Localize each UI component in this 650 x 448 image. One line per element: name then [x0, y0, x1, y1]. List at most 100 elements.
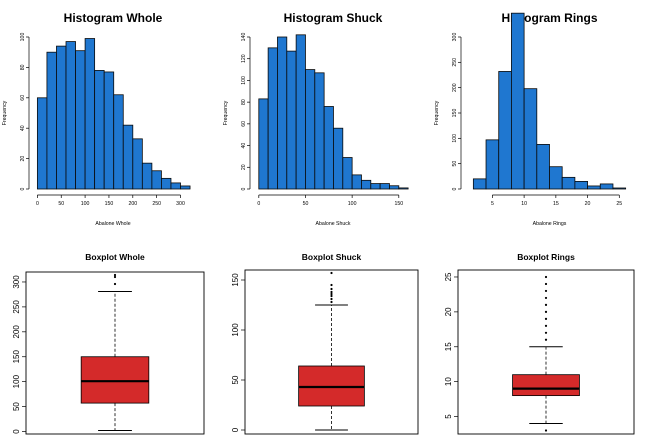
histogram-title: Histogram Shuck — [284, 11, 383, 25]
boxplot-title: Boxplot Whole — [85, 252, 145, 262]
histogram-bar — [599, 183, 614, 190]
y-tick-label: 40 — [241, 143, 247, 149]
x-tick-label: 100 — [81, 201, 90, 207]
histogram-bar — [170, 182, 181, 190]
histogram-bar — [56, 45, 67, 190]
y-tick-label: 60 — [20, 95, 26, 101]
histogram-bar — [536, 144, 550, 190]
histogram-bars — [472, 12, 627, 190]
y-tick-label: 0 — [12, 429, 21, 434]
x-tick-label: 0 — [257, 201, 260, 207]
box-iqr — [512, 374, 580, 397]
histogram-bar — [46, 51, 57, 190]
x-axis-label: Abalone Whole — [95, 221, 130, 227]
x-tick-label: 0 — [36, 201, 39, 207]
y-tick-label: 300 — [452, 33, 458, 42]
histogram-panel-3: Histogram Rings 0 50 100 150 200 250 300 5 10 15 20… — [434, 11, 627, 227]
histogram-bar — [75, 50, 86, 190]
histogram-bar — [523, 88, 538, 190]
histogram-bar — [561, 176, 576, 190]
y-tick-label: 200 — [452, 83, 458, 92]
histogram-bar — [511, 12, 525, 190]
histogram-bar — [485, 139, 500, 190]
outlier-point — [544, 310, 548, 313]
y-tick-label: 300 — [12, 275, 21, 289]
outlier-point — [330, 300, 333, 304]
y-tick-label: 100 — [241, 76, 247, 85]
histogram-bar — [141, 162, 153, 190]
histogram-bar — [351, 174, 362, 190]
histogram-bar — [361, 179, 372, 190]
outlier-point — [113, 275, 117, 279]
histogram-bar — [151, 170, 162, 190]
x-tick-label: 300 — [176, 201, 185, 207]
histogram-bar — [379, 183, 390, 190]
outlier-point — [330, 297, 333, 301]
outlier-point — [330, 292, 333, 296]
histogram-bar — [65, 41, 76, 190]
histogram-bar — [267, 47, 278, 190]
y-tick-label: 80 — [20, 64, 26, 70]
y-axis-label: Frequency — [434, 100, 440, 125]
histogram-bar — [161, 177, 172, 190]
outlier-point — [330, 294, 333, 298]
y-tick-label: 50 — [452, 161, 458, 167]
histogram-bar — [103, 71, 115, 190]
histogram-bar — [587, 185, 601, 190]
histogram-bar — [122, 124, 134, 190]
histogram-bar — [333, 127, 344, 190]
x-tick-label: 100 — [348, 201, 357, 207]
plot-frame — [25, 271, 205, 435]
y-axis-label: Frequency — [2, 100, 8, 125]
histogram-panel-2: Histogram Shuck 0 20 40 60 80 100 120 140 0 50 100 1… — [223, 11, 409, 227]
x-tick-label: 50 — [303, 201, 309, 207]
histogram-bar — [277, 36, 288, 190]
histogram-bar — [498, 71, 512, 190]
histogram-bar — [295, 34, 306, 190]
y-tick-label: 100 — [20, 33, 26, 42]
y-tick-label: 140 — [241, 33, 247, 42]
histogram-bar — [94, 70, 105, 190]
y-tick-label: 80 — [241, 99, 247, 105]
boxplot-title: Boxplot Shuck — [302, 252, 362, 262]
y-tick-label: 20 — [444, 307, 453, 316]
y-tick-label: 50 — [231, 375, 240, 384]
x-tick-label: 25 — [616, 201, 622, 207]
y-tick-label: 20 — [241, 164, 247, 170]
histogram-title: Histogram Whole — [64, 11, 163, 25]
x-tick-label: 200 — [128, 201, 137, 207]
y-tick-label: 250 — [12, 300, 21, 314]
y-tick-label: 100 — [231, 323, 240, 337]
y-tick-label: 5 — [444, 414, 453, 419]
histogram-panel-1: Histogram Whole 0 20 40 60 80 100 0 50 100 150 200 2… — [2, 11, 191, 227]
boxplot-panel-3: Boxplot Rings 5 10 15 20 25 — [444, 252, 635, 435]
outlier-point — [544, 282, 548, 286]
x-tick-label: 150 — [394, 201, 403, 207]
y-tick-label: 20 — [20, 156, 26, 162]
outlier-point — [113, 282, 117, 286]
y-tick-label: 0 — [231, 427, 240, 432]
y-tick-label: 150 — [231, 273, 240, 287]
y-tick-label: 50 — [12, 402, 21, 411]
histogram-bars — [36, 38, 191, 190]
histogram-bar — [612, 187, 627, 190]
y-tick-label: 100 — [12, 374, 21, 388]
y-tick-label: 100 — [452, 134, 458, 143]
histogram-bar — [132, 138, 143, 190]
histogram-bar — [180, 185, 191, 190]
x-tick-label: 10 — [521, 201, 527, 207]
x-axis-label: Abalone Shuck — [316, 221, 351, 227]
histogram-bar — [389, 185, 400, 190]
histogram-bars — [258, 34, 409, 190]
x-tick-label: 5 — [491, 201, 494, 207]
boxplot-panel-2: Boxplot Shuck 0 50 100 150 — [231, 252, 419, 435]
y-tick-label: 200 — [12, 325, 21, 339]
y-tick-label: 25 — [444, 272, 453, 281]
y-tick-label: 150 — [12, 350, 21, 364]
outlier-point — [113, 273, 117, 277]
x-tick-label: 15 — [553, 201, 559, 207]
outlier-point — [330, 290, 333, 294]
outlier-point — [544, 296, 548, 300]
y-tick-label: 250 — [452, 58, 458, 67]
